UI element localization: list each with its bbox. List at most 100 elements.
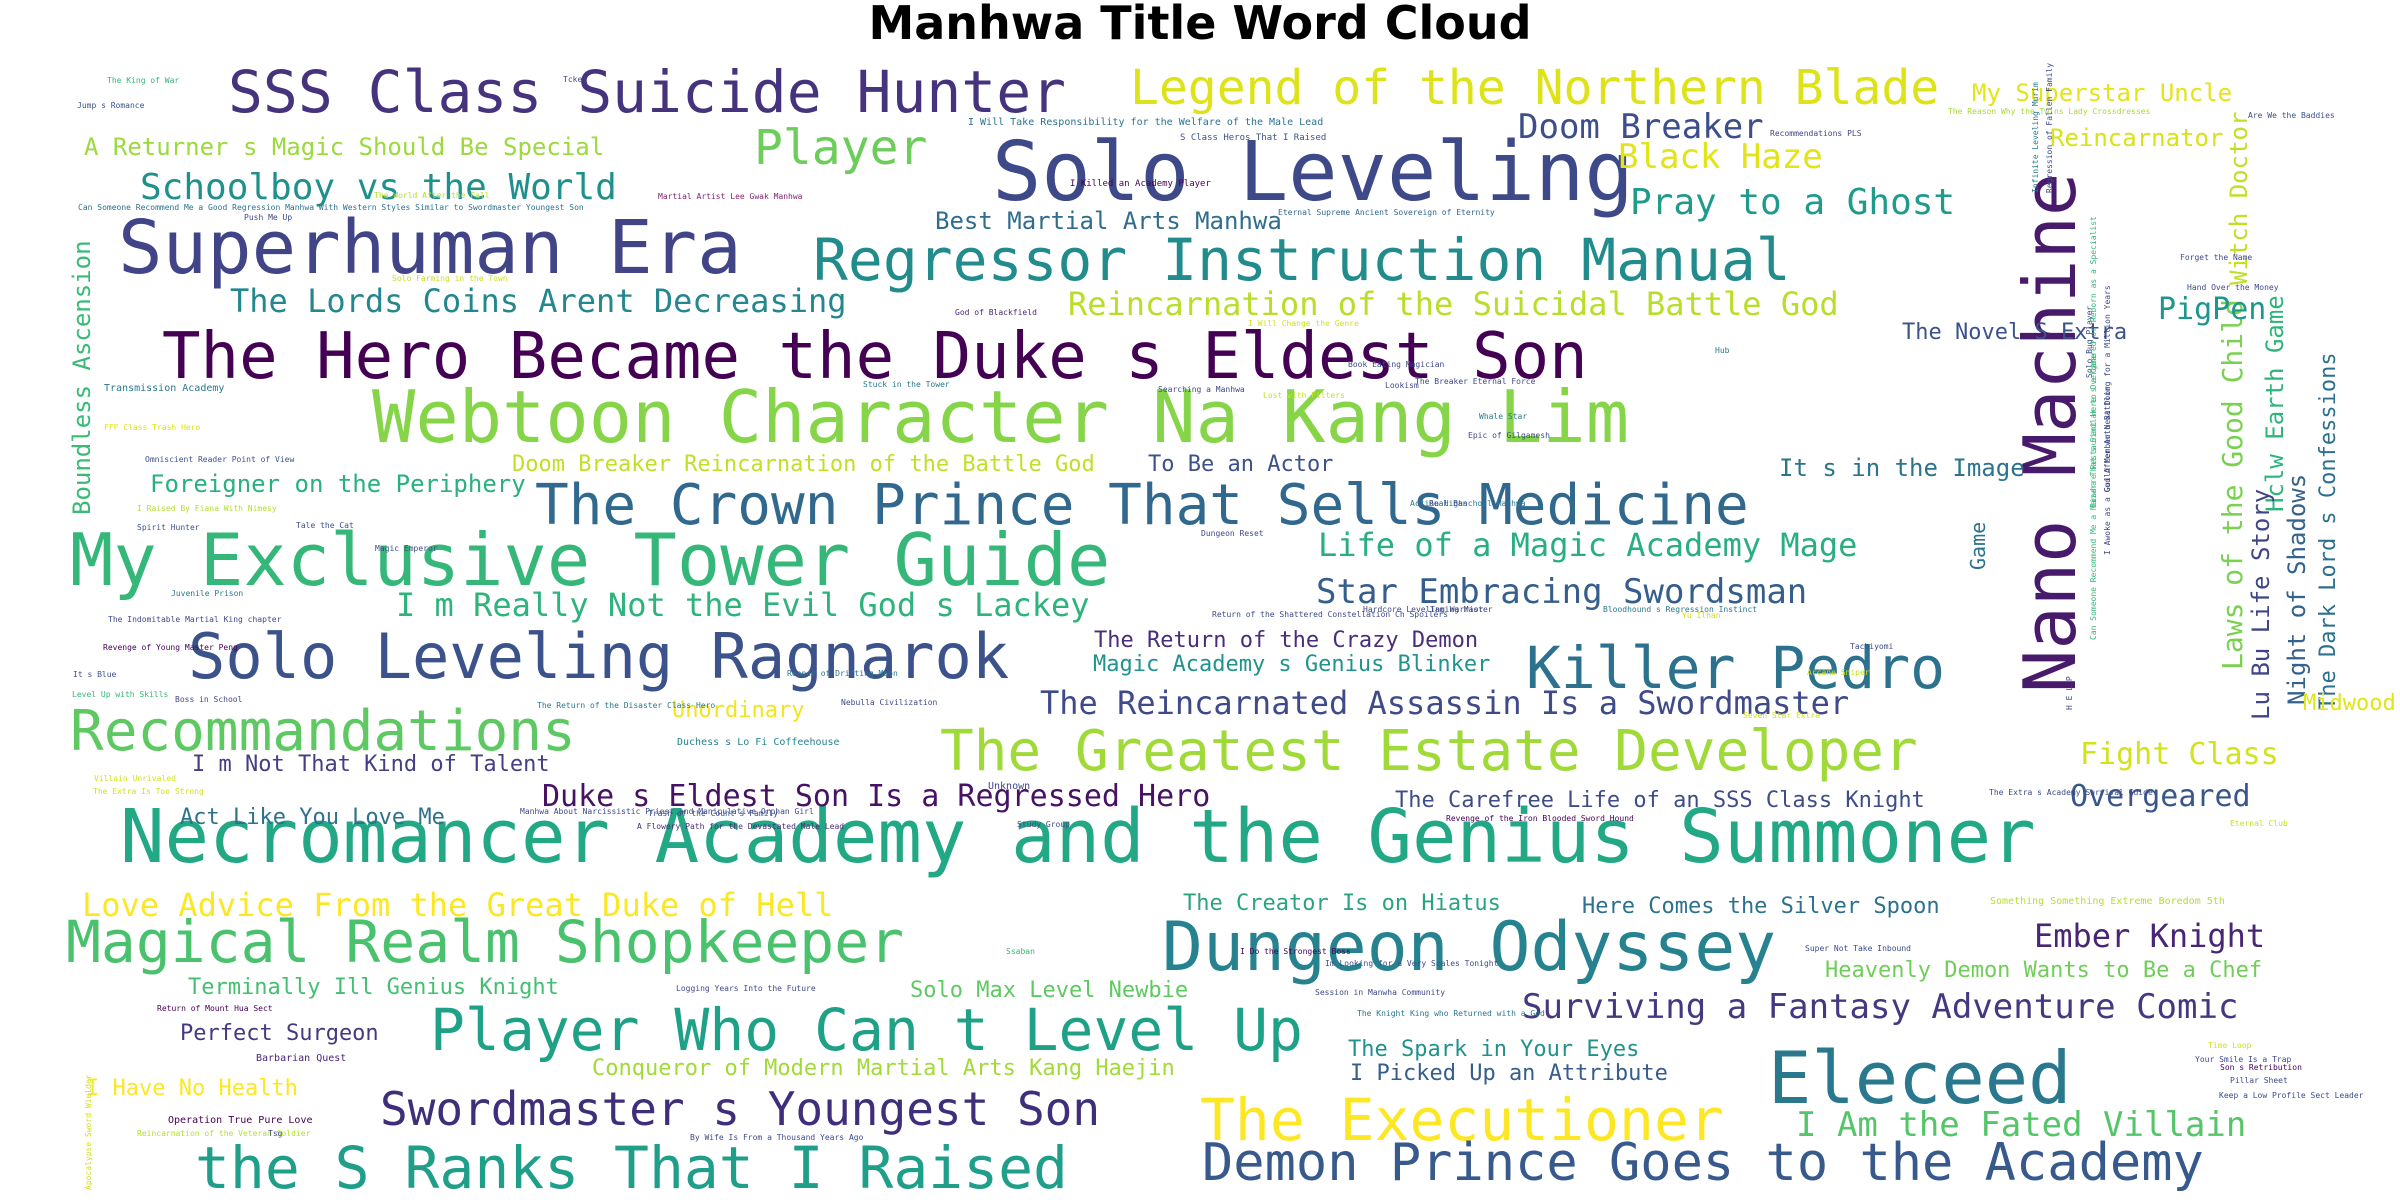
cloud-word: Solo Leveling <box>992 125 1634 220</box>
cloud-word: I Do the Strongest Boss <box>1240 947 1351 956</box>
cloud-word: The World After the Fall <box>374 191 490 200</box>
cloud-word: The Knight King who Returned with a God <box>1357 1009 1545 1018</box>
cloud-word: Hand Over the Money <box>2187 283 2279 292</box>
cloud-word: Tsg <box>268 1129 283 1138</box>
cloud-word: Hclw Earth Game <box>2261 295 2289 512</box>
cloud-word: Schoolboy vs the World <box>140 167 617 208</box>
cloud-word: I Awoke as a God After Auto Battling for… <box>2103 285 2112 555</box>
cloud-word: Hardcore Leveling Warrior <box>1363 605 1484 614</box>
cloud-word: Can Someone Recommend Me a Good Regressi… <box>78 203 584 212</box>
cloud-word: Trash of the Count s Family <box>648 809 778 818</box>
cloud-word: Recommandations <box>70 699 576 764</box>
cloud-word: Bizarre Restaurant Here s a Game <box>2089 354 2098 508</box>
cloud-word: Unknown <box>988 781 1030 792</box>
cloud-word: Swordmaster s Youngest Son <box>380 1082 1100 1136</box>
cloud-word: I Will Take Responsibility for the Welfa… <box>968 117 1323 128</box>
cloud-word: The Reincarnated Assassin Is a Swordmast… <box>1040 684 1849 722</box>
cloud-word: Whale Star <box>1479 412 1527 421</box>
cloud-word: Doom Breaker <box>1518 107 1764 147</box>
cloud-word: The Return of the Crazy Demon <box>1094 628 1478 653</box>
cloud-word: Solo Max Level Newbie <box>910 978 1188 1003</box>
cloud-word: Best Martial Arts Manhwa <box>935 207 1282 235</box>
cloud-word: Reaper of Drifting Moon <box>787 669 898 678</box>
cloud-word: Lookism <box>1385 381 1419 390</box>
cloud-word: Pillar Sheet <box>2230 1076 2288 1085</box>
cloud-word: Magic Academy s Genius Blinker <box>1093 652 1490 677</box>
cloud-word: S Class Heros That I Raised <box>1180 133 1326 143</box>
cloud-word: By Wife Is From a Thousand Years Ago <box>690 1133 864 1142</box>
cloud-word: Forget the Name <box>2180 253 2252 262</box>
cloud-word: Superhuman Era <box>118 205 742 291</box>
cloud-word: Are We the Baddies <box>2248 111 2335 120</box>
cloud-word: Study Group <box>1017 820 1070 829</box>
cloud-word: Ember Knight <box>2034 917 2265 955</box>
cloud-word: Act Like You Love Me <box>180 805 445 830</box>
cloud-word: It s Blue <box>73 670 117 679</box>
cloud-word: Ssaban <box>1006 947 1035 956</box>
cloud-word: The Carefree Life of an SSS Class Knight <box>1395 788 1925 813</box>
cloud-word: The Crown Prince That Sells Medicine <box>535 473 1749 538</box>
cloud-word: Webtoon Character Na Kang Lim <box>372 375 1629 459</box>
cloud-word: Regressor Instruction Manual <box>813 226 1791 294</box>
cloud-word: Tale the Cat <box>296 521 354 530</box>
cloud-word: The Extra s Academy Survival Guide <box>1989 788 2153 797</box>
cloud-word: Duchess s Lo Fi Coffeehouse <box>677 737 840 748</box>
cloud-word: PigPen <box>2158 292 2266 327</box>
cloud-word: I Have No Health <box>86 1076 298 1101</box>
cloud-word: Player Who Can t Level Up <box>430 996 1303 1064</box>
cloud-word: Killer Pedro <box>1526 634 1945 702</box>
cloud-word: Midwood <box>2303 691 2396 716</box>
cloud-word: Night of Shadows <box>2283 474 2311 705</box>
cloud-word: The Creator Is on Hiatus <box>1183 891 1501 916</box>
cloud-word: Regression of Fallen Family <box>2045 63 2054 193</box>
cloud-word: Reincarnation of the Veteran Soldier <box>137 1129 311 1138</box>
cloud-word: Necromancer Academy and the Genius Summo… <box>120 794 2036 880</box>
cloud-word: Eternal Supreme Ancient Sovereign of Ete… <box>1278 208 1495 217</box>
cloud-word: H E L P <box>2065 676 2074 710</box>
cloud-word: Tachiyomi <box>1850 642 1894 651</box>
cloud-word: Dungeon Reset <box>1201 529 1264 538</box>
cloud-word: Laws of the Good Child <box>2216 299 2249 670</box>
cloud-word: Son s Retribution <box>2220 1063 2302 1072</box>
cloud-word: Unordinary <box>672 698 804 723</box>
cloud-word: Yu Ilhan <box>1682 611 1721 620</box>
cloud-word: Can Someone Recommend Me a Manwha That s… <box>2089 216 2098 640</box>
cloud-word: Manhwa About Narcissistic Priest and Man… <box>520 807 814 816</box>
cloud-word: Fight Class <box>2080 737 2279 772</box>
cloud-word: Lu Bu Life Story <box>2247 489 2275 720</box>
cloud-word: Love Advice From the Great Duke of Hell <box>82 886 833 924</box>
cloud-word: Stuck in the Tower <box>863 380 950 389</box>
cloud-word: Hub <box>1715 346 1730 355</box>
cloud-word: Nano Machine <box>2008 173 2092 693</box>
cloud-word: Guild Member Next Door <box>2103 386 2112 492</box>
cloud-word: The Breaker Eternal Force <box>1415 377 1536 386</box>
cloud-word: Searching a Manhwa <box>1158 385 1245 394</box>
cloud-word: Bloodhound s Regression Instinct <box>1603 605 1757 614</box>
cloud-word: Epic of Gilgamesh <box>1468 431 1550 440</box>
cloud-word: Omniscient Reader Point of View <box>145 455 294 464</box>
cloud-word: The Indomitable Martial King chapter <box>108 615 282 624</box>
cloud-word: Push Me Up <box>244 213 292 222</box>
cloud-word: The Dark Lord s Confessions <box>2316 352 2341 710</box>
cloud-word: Something Something Extreme Boredom 5th <box>1990 896 2225 907</box>
cloud-word: Arcane Sniper <box>1807 668 1870 677</box>
cloud-word: Doom Breaker Reincarnation of the Battle… <box>512 452 1095 477</box>
cloud-word: My Exclusive Tower Guide <box>70 518 1110 602</box>
cloud-word: Operation True Pure Love <box>168 1115 313 1126</box>
cloud-word: Revenge of the Iron Blooded Sword Hound <box>1446 814 1634 823</box>
cloud-word: Duke s Eldest Son Is a Regressed Hero <box>542 779 1210 814</box>
cloud-word: God of Blackfield <box>955 308 1037 317</box>
cloud-word: Super Not Take Inbound <box>1805 944 1911 953</box>
cloud-word: Book Eating Magician <box>1348 360 1445 369</box>
cloud-word: I Will Change the Genre <box>1248 319 1359 328</box>
cloud-word: Here Comes the Silver Spoon <box>1582 894 1940 919</box>
cloud-word: The Novel S Extra <box>1902 320 2127 345</box>
cloud-word: Legend of the Northern Blade <box>1130 60 1939 116</box>
cloud-word: Solo Bug Player <box>2085 306 2094 378</box>
cloud-word: Boundless Ascension <box>68 240 96 515</box>
cloud-word: Lost with Filters <box>1263 391 1345 400</box>
cloud-word: Spirit Hunter <box>137 523 200 532</box>
cloud-word: Recommendations PLS <box>1770 129 1862 138</box>
